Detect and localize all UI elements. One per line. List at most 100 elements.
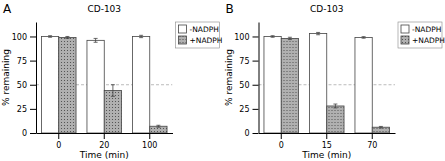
- y-tick-mark: [253, 85, 259, 86]
- y-tick: 75: [239, 57, 258, 66]
- error-bar: [94, 38, 98, 42]
- x-tick: 0: [56, 133, 61, 150]
- panel: 015700255075100CD-103BTime (min)% remain…: [224, 2, 445, 160]
- y-axis: 0 25 50 75 100: [234, 23, 259, 139]
- marks: [36, 35, 173, 133]
- y-tick-label: 100: [12, 33, 27, 42]
- error-bar: [288, 37, 292, 39]
- error-bar: [379, 126, 383, 128]
- error-bar-cap: [94, 42, 98, 43]
- error-bar-cap: [65, 36, 69, 37]
- y-tick-label: 50: [239, 81, 249, 90]
- x-axis: 020100: [37, 133, 174, 150]
- error-bar-cap: [111, 96, 115, 97]
- series: [264, 32, 372, 133]
- error-bar-cap: [65, 38, 69, 39]
- x-tick-label: 0: [279, 141, 284, 150]
- error-bar: [362, 37, 366, 39]
- legend-label: +NADPH: [412, 36, 445, 45]
- legend-item: +NADPH: [179, 36, 223, 45]
- bar: [104, 91, 121, 133]
- y-tick-mark: [253, 36, 259, 37]
- series: [59, 36, 167, 133]
- legend-item: -NADPH: [401, 25, 441, 34]
- bar: [150, 126, 167, 133]
- x-axis-title: Time (min): [79, 150, 129, 160]
- legend-swatch: [401, 25, 409, 33]
- title: CD-103: [310, 4, 344, 14]
- error-bar-cap: [271, 35, 275, 36]
- bar: [309, 34, 326, 133]
- y-tick-mark: [30, 85, 36, 86]
- legend-swatch: [179, 25, 187, 33]
- x-tick-mark: [104, 133, 105, 139]
- panel-label: A: [3, 2, 12, 16]
- error-bar-cap: [333, 107, 337, 108]
- y-tick-label: 25: [239, 105, 249, 114]
- figure: 0201000255075100CD-103ATime (min)% remai…: [0, 0, 445, 161]
- x-tick-label: 15: [322, 141, 332, 150]
- y-tick-mark: [30, 61, 36, 62]
- y-tick-label: 25: [17, 105, 27, 114]
- y-axis-title: % remaining: [224, 49, 234, 106]
- legend-swatch: [401, 36, 409, 44]
- series: [281, 37, 389, 133]
- bar: [132, 36, 149, 133]
- error-bar-cap: [48, 37, 52, 38]
- error-bar-cap: [362, 36, 366, 37]
- x-tick-label: 70: [367, 141, 377, 150]
- panel-label: B: [226, 2, 234, 16]
- series: [41, 35, 149, 133]
- error-bar: [156, 125, 160, 127]
- error-bar: [111, 85, 115, 97]
- legend-label: +NADPH: [190, 36, 223, 45]
- x-axis: 0 15 70: [259, 133, 396, 150]
- x-tick: 100: [142, 133, 157, 150]
- error-bar-cap: [316, 32, 320, 33]
- y-tick-label: 0: [244, 129, 249, 138]
- y-tick-mark: [30, 36, 36, 37]
- bar: [41, 36, 58, 133]
- y-tick: 0: [244, 129, 258, 138]
- legend-label: -NADPH: [190, 25, 219, 34]
- y-tick-mark: [253, 109, 259, 110]
- y-tick-label: 75: [239, 57, 249, 66]
- bar: [87, 40, 104, 133]
- x-tick-label: 0: [56, 141, 61, 150]
- y-tick-label: 100: [234, 33, 249, 42]
- title: CD-103: [87, 4, 121, 14]
- error-bar: [271, 36, 275, 38]
- error-bar-cap: [379, 126, 383, 127]
- legend: -NADPH +NADPH: [176, 22, 223, 48]
- error-bar-cap: [111, 84, 115, 85]
- error-bar-cap: [362, 38, 366, 39]
- panel: 0201000255075100CD-103ATime (min)% remai…: [1, 2, 222, 160]
- error-bar-cap: [271, 37, 275, 38]
- y-tick-label: 0: [22, 129, 27, 138]
- marks: [259, 32, 396, 133]
- error-bar-cap: [156, 125, 160, 126]
- x-tick-mark: [149, 133, 150, 139]
- bar: [355, 37, 372, 133]
- x-tick-mark: [326, 133, 327, 139]
- y-tick: 50: [239, 81, 258, 90]
- error-bar-cap: [94, 38, 98, 39]
- error-bar-stem: [112, 85, 113, 97]
- y-tick-mark: [30, 109, 36, 110]
- error-bar-cap: [139, 35, 143, 36]
- error-bar-stem: [335, 104, 336, 108]
- error-bar-cap: [48, 35, 52, 36]
- error-bar-cap: [379, 127, 383, 128]
- y-tick-mark: [30, 133, 36, 134]
- y-tick-label: 50: [17, 81, 27, 90]
- y-tick: 25: [17, 105, 36, 114]
- y-tick: 50: [17, 81, 36, 90]
- y-tick: 75: [17, 57, 36, 66]
- x-tick: 15: [322, 133, 332, 150]
- y-tick-mark: [253, 61, 259, 62]
- x-tick: 0: [279, 133, 284, 150]
- legend: -NADPH +NADPH: [398, 22, 445, 48]
- plot-area: 0 15 70 0 25 50 75 100: [234, 23, 395, 150]
- legend-label: -NADPH: [412, 25, 441, 34]
- y-tick: 0: [22, 129, 36, 138]
